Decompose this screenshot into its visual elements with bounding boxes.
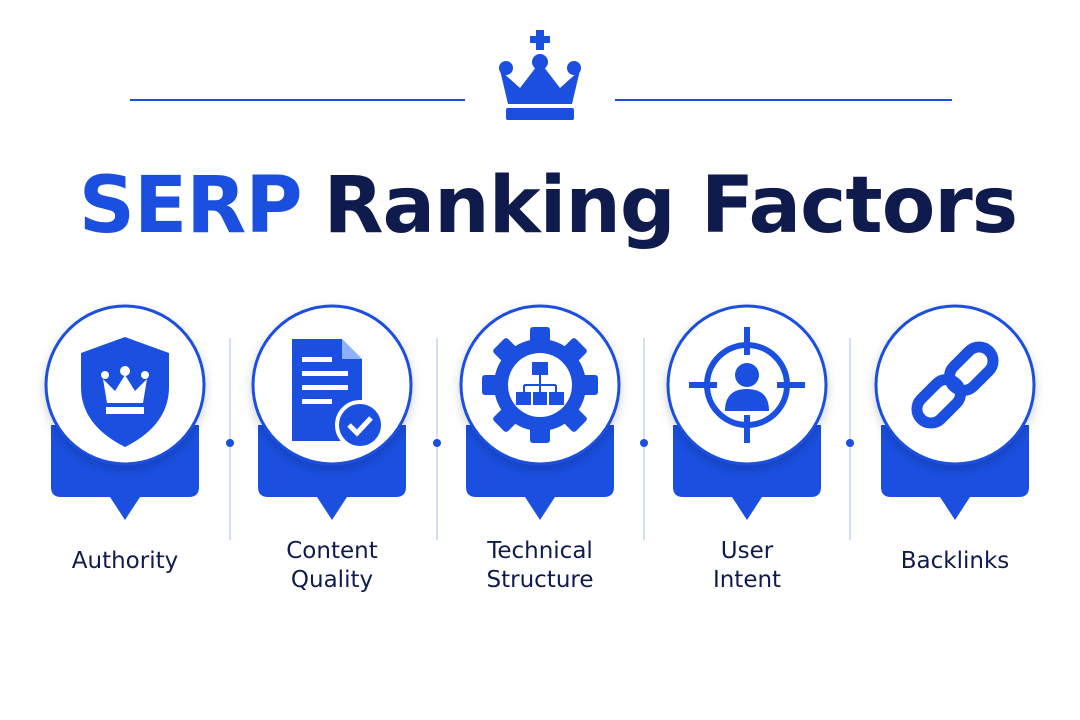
- authority-icon: [46, 306, 204, 520]
- title-highlight: SERP: [79, 161, 302, 251]
- user-intent-icon: [668, 306, 826, 520]
- factor-label: Backlinks: [901, 548, 1010, 574]
- factor-label: Intent: [713, 567, 781, 593]
- factor-label: Content: [286, 538, 377, 564]
- labels: Authority Content Quality Technical Structur…: [72, 538, 1009, 593]
- factor-label: User: [721, 538, 774, 564]
- backlinks-icon: [876, 306, 1034, 520]
- content-quality-icon: [253, 306, 411, 520]
- header-ornament: [130, 30, 952, 120]
- factor-label: Authority: [72, 548, 178, 574]
- title: SERP Ranking Factors: [79, 161, 1017, 251]
- factor-label: Structure: [487, 567, 594, 593]
- factor-label: Technical: [486, 538, 593, 564]
- factor-label: Quality: [291, 567, 373, 593]
- title-rest: Ranking Factors: [323, 161, 1017, 251]
- dividers: [226, 338, 854, 540]
- technical-structure-icon: [461, 306, 619, 520]
